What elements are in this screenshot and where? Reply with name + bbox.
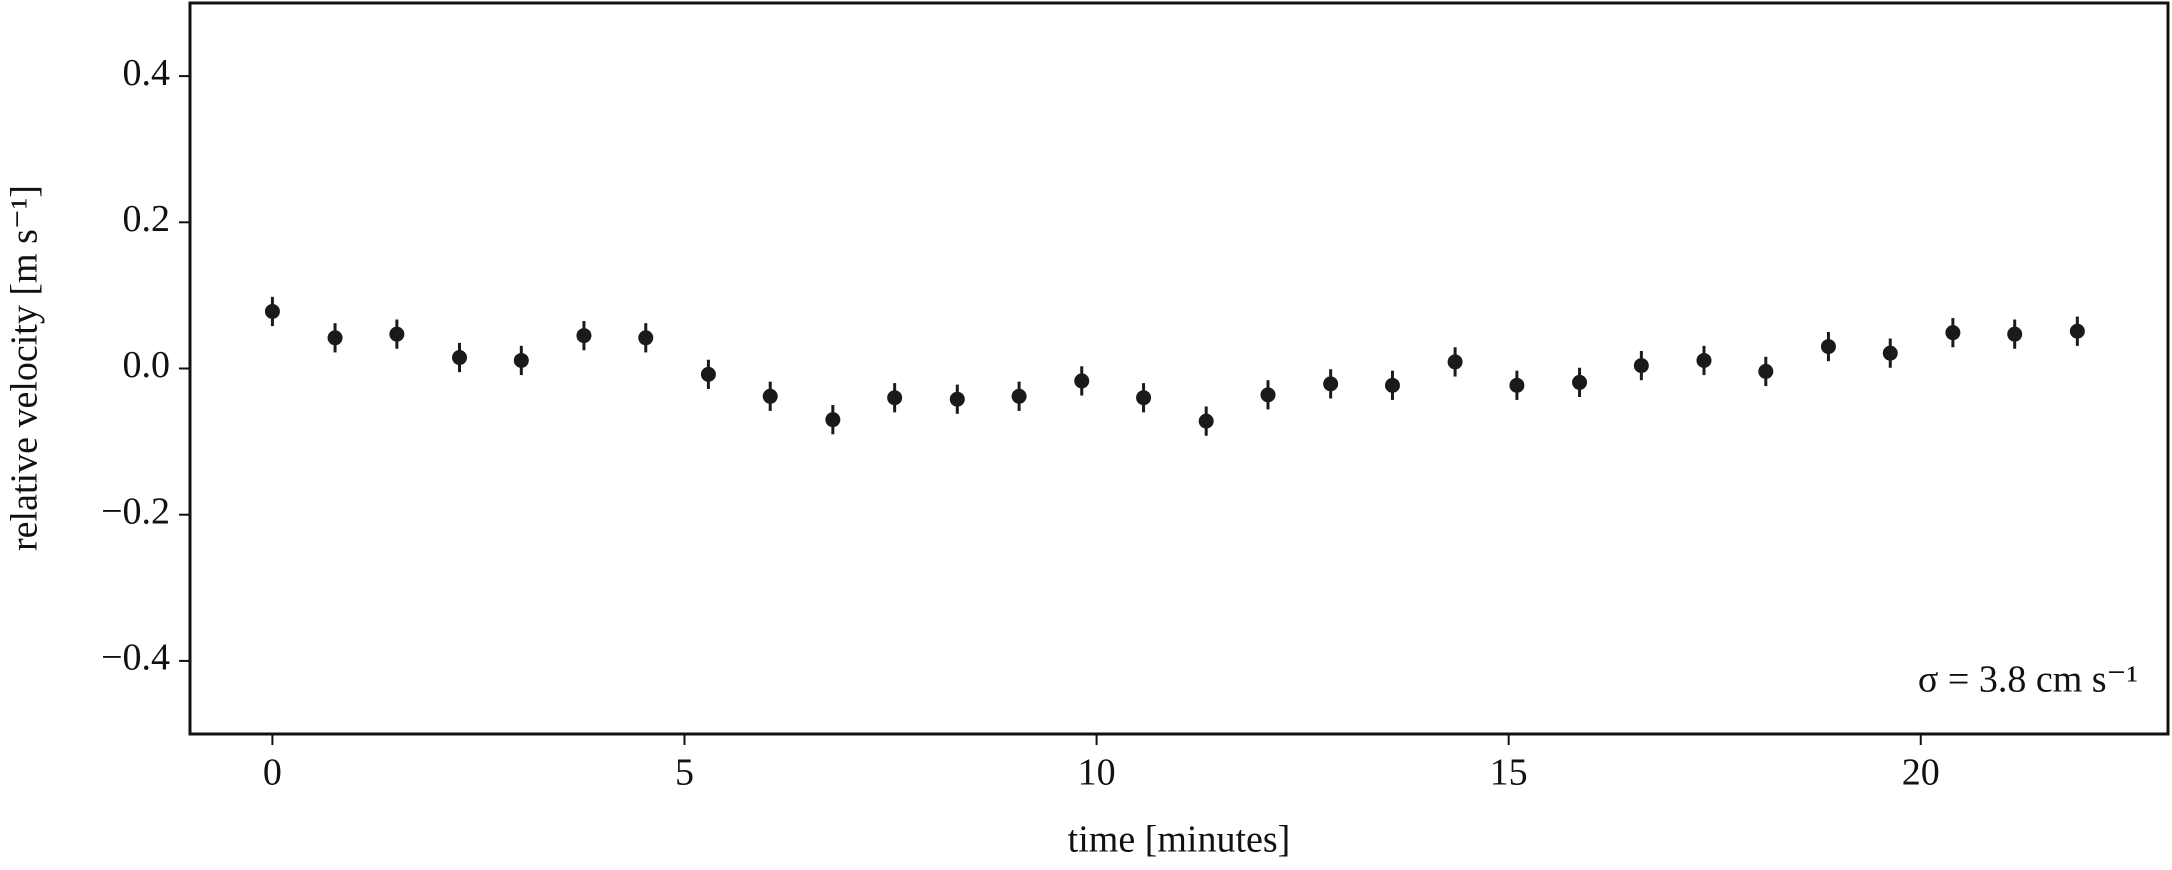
data-point	[452, 350, 468, 366]
data-point	[1323, 376, 1339, 392]
data-point	[1509, 377, 1525, 393]
data-point	[1074, 373, 1090, 389]
data-point	[1820, 339, 1836, 355]
annotation: σ = 3.8 cm s⁻¹	[1918, 659, 2138, 701]
x-tick-label: 5	[675, 752, 694, 794]
data-point	[700, 366, 716, 382]
x-tick-label: 10	[1078, 752, 1116, 794]
data-point	[1633, 358, 1649, 374]
x-axis-label: time [minutes]	[1068, 819, 1291, 861]
data-point	[1696, 352, 1712, 368]
data-point	[1136, 390, 1152, 406]
y-tick-label: −0.2	[101, 490, 170, 532]
y-tick-label: 0.4	[123, 52, 171, 94]
data-point	[1572, 374, 1588, 390]
data-point	[2007, 326, 2023, 342]
data-point	[327, 330, 343, 346]
plot-frame	[188, 1, 2170, 736]
data-point	[1447, 354, 1463, 370]
data-point	[762, 388, 778, 404]
data-point	[887, 390, 903, 406]
data-point	[1198, 413, 1214, 429]
data-point	[389, 326, 405, 342]
data-point	[638, 330, 654, 346]
data-point	[1758, 363, 1774, 379]
data-point	[1011, 388, 1027, 404]
x-tick-label: 15	[1490, 752, 1528, 794]
data-point	[1384, 377, 1400, 393]
data-point	[513, 352, 529, 368]
y-axis-label: relative velocity [m s⁻¹]	[4, 185, 46, 551]
y-tick-label: 0.2	[123, 198, 171, 240]
y-tick-label: −0.4	[101, 637, 170, 679]
data-point	[2069, 323, 2085, 339]
x-tick-label: 20	[1902, 752, 1940, 794]
data-point	[1945, 325, 1961, 341]
data-point	[825, 412, 841, 428]
x-tick-label: 0	[263, 752, 282, 794]
data-point	[264, 303, 280, 319]
data-point	[949, 391, 965, 407]
data-point	[576, 328, 592, 344]
data-point	[1882, 345, 1898, 361]
y-tick-label: 0.0	[123, 344, 171, 386]
data-point	[1260, 387, 1276, 403]
